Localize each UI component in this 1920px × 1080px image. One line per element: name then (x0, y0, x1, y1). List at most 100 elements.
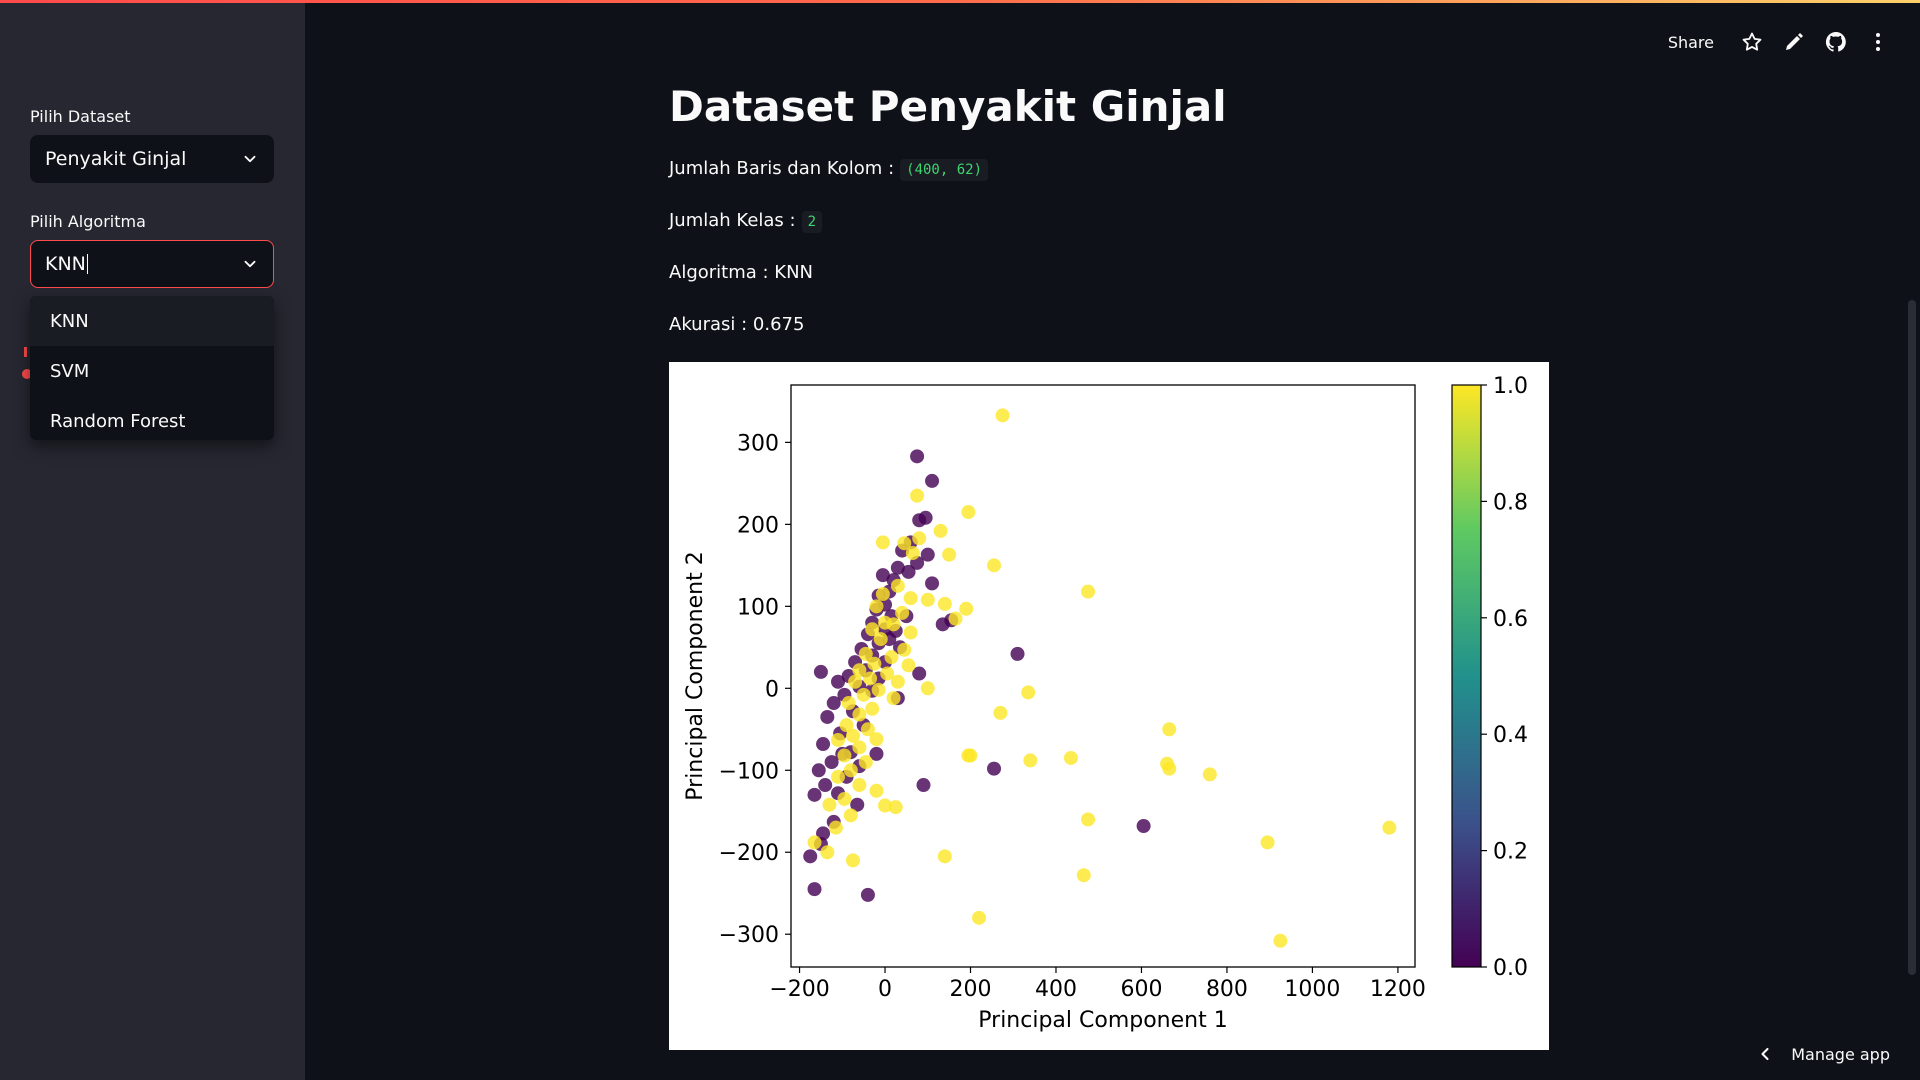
data-point-class-0 (1136, 819, 1151, 834)
data-point-class-1 (948, 611, 963, 626)
manage-app-button[interactable]: Manage app (1755, 1044, 1890, 1064)
data-point-class-0 (901, 564, 916, 579)
share-button[interactable]: Share (1667, 32, 1714, 52)
dataset-select[interactable]: Penyakit Ginjal (30, 135, 274, 183)
colorbar-tick-label: 1.0 (1493, 374, 1528, 399)
colorbar-tick-label: 0.4 (1493, 723, 1528, 748)
shape-value: (400, 62) (900, 159, 988, 181)
y-tick-label: 100 (737, 595, 779, 620)
x-tick-label: 400 (1035, 977, 1077, 1002)
data-point-class-0 (816, 826, 831, 841)
chevron-down-icon (244, 260, 256, 268)
star-icon[interactable] (1740, 30, 1764, 54)
algorithm-select-value: KNN (45, 253, 86, 275)
y-axis-label: Principal Component 2 (683, 551, 708, 800)
data-point-class-1 (841, 696, 856, 711)
data-point-class-1 (920, 681, 935, 696)
dataset-label: Pilih Dataset (30, 107, 131, 126)
data-point-class-1 (1202, 767, 1217, 782)
data-point-class-0 (890, 560, 905, 575)
y-tick-label: −100 (719, 759, 779, 784)
data-point-class-0 (912, 666, 927, 681)
data-point-class-1 (852, 740, 867, 755)
data-point-class-1 (1023, 753, 1038, 768)
data-point-class-0 (935, 617, 950, 632)
data-point-class-1 (993, 705, 1008, 720)
data-point-class-0 (831, 674, 846, 689)
data-point-class-1 (884, 650, 899, 665)
data-point-class-1 (875, 535, 890, 550)
data-point-class-1 (1273, 933, 1288, 948)
data-point-class-1 (888, 800, 903, 815)
data-point-class-1 (937, 596, 952, 611)
data-point-class-1 (871, 682, 886, 697)
data-point-class-1 (858, 646, 873, 661)
main-scrollbar[interactable] (1908, 300, 1916, 975)
data-point-class-1 (1076, 868, 1091, 883)
x-tick-label: 200 (950, 977, 992, 1002)
data-point-class-1 (845, 728, 860, 743)
data-point-class-0 (875, 568, 890, 583)
algorithm-select[interactable]: KNN (30, 240, 274, 288)
data-point-class-1 (1382, 820, 1397, 835)
shape-info: Jumlah Baris dan Kolom : (400, 62) (669, 158, 988, 181)
colorbar-tick-label: 0.0 (1493, 956, 1528, 981)
github-icon[interactable] (1824, 30, 1848, 54)
data-point-class-1 (910, 488, 925, 503)
slider-handle[interactable] (22, 369, 32, 379)
data-point-class-0 (910, 449, 925, 464)
text-cursor (86, 254, 88, 274)
data-point-class-1 (1081, 584, 1096, 599)
data-point-class-1 (972, 910, 987, 925)
data-point-class-0 (987, 761, 1002, 776)
data-point-class-1 (1162, 722, 1177, 737)
colorbar-tick-label: 0.8 (1493, 490, 1528, 515)
x-tick-label: −200 (769, 977, 829, 1002)
data-point-class-1 (912, 531, 927, 546)
classes-info: Jumlah Kelas :2 (669, 210, 823, 233)
data-point-class-1 (903, 591, 918, 606)
data-point-class-1 (901, 658, 916, 673)
data-point-class-1 (1021, 685, 1036, 700)
option-svm[interactable]: SVM (50, 360, 90, 382)
pencil-icon[interactable] (1782, 30, 1806, 54)
data-point-class-1 (869, 783, 884, 798)
data-point-class-0 (816, 737, 831, 752)
x-tick-label: 1200 (1370, 977, 1426, 1002)
dataset-select-value: Penyakit Ginjal (45, 148, 187, 170)
data-point-class-0 (807, 787, 822, 802)
data-point-class-1 (878, 798, 893, 813)
data-point-class-1 (987, 558, 1002, 573)
data-point-class-1 (959, 601, 974, 616)
data-point-class-1 (875, 587, 890, 602)
algorithm-label: Pilih Algoritma (30, 212, 146, 231)
chevron-left-icon (1761, 1047, 1769, 1061)
data-point-class-1 (880, 666, 895, 681)
data-point-class-1 (897, 642, 912, 657)
data-point-class-1 (937, 849, 952, 864)
x-tick-label: 0 (878, 977, 892, 1002)
classes-label: Jumlah Kelas : (669, 210, 796, 231)
data-point-class-0 (818, 778, 833, 793)
data-point-class-1 (837, 748, 852, 763)
data-point-class-1 (865, 622, 880, 637)
y-tick-label: 300 (737, 431, 779, 456)
data-point-class-1 (856, 687, 871, 702)
data-point-class-1 (920, 592, 935, 607)
data-point-class-1 (905, 546, 920, 561)
data-point-class-1 (961, 505, 976, 520)
x-axis-label: Principal Component 1 (978, 1008, 1227, 1033)
data-point-class-1 (1260, 835, 1275, 850)
shape-label: Jumlah Baris dan Kolom : (669, 158, 895, 179)
more-vertical-icon[interactable] (1866, 30, 1890, 54)
data-point-class-1 (873, 632, 888, 647)
colorbar-tick-label: 0.6 (1493, 607, 1528, 632)
data-point-class-1 (848, 674, 863, 689)
data-point-class-1 (865, 701, 880, 716)
option-random-forest[interactable]: Random Forest (50, 410, 186, 432)
data-point-class-1 (863, 671, 878, 686)
data-point-class-1 (890, 674, 905, 689)
data-point-class-1 (886, 691, 901, 706)
sidebar: Pilih Dataset Penyakit Ginjal Pilih Algo… (0, 3, 305, 1080)
option-knn[interactable]: KNN (30, 296, 274, 346)
